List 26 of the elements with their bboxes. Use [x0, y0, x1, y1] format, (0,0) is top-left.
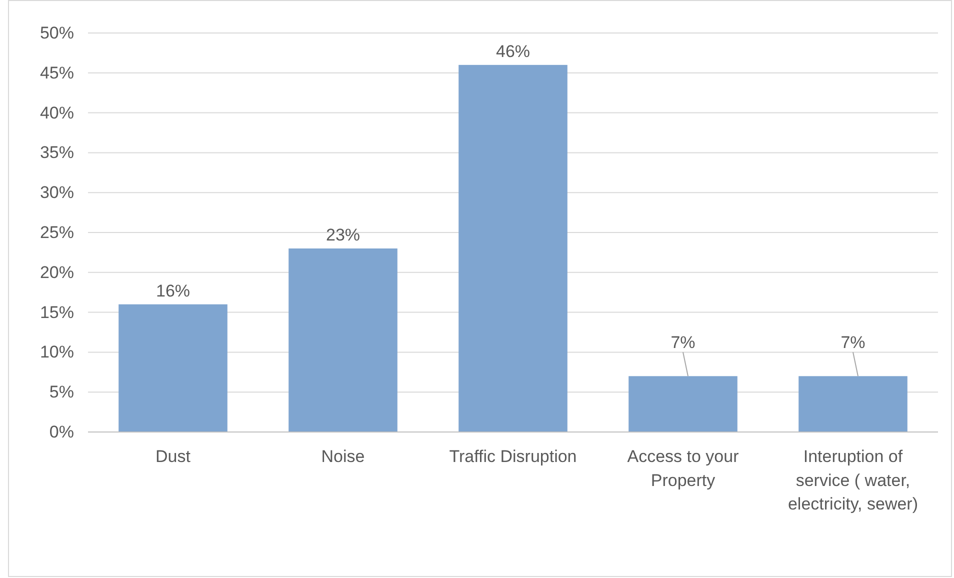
data-label: 16%	[156, 281, 190, 300]
bar	[798, 376, 908, 432]
bar	[118, 304, 228, 432]
x-tick-label: Access to your Property	[627, 447, 740, 490]
bar	[288, 248, 398, 432]
data-label: 7%	[840, 333, 866, 352]
y-tick-label: 25%	[40, 222, 74, 242]
bar	[628, 376, 738, 432]
y-tick-label: 35%	[40, 143, 74, 162]
data-label: 7%	[670, 333, 696, 352]
y-tick-label: 40%	[40, 103, 74, 122]
y-tick-label: 5%	[49, 382, 74, 402]
y-tick-label: 50%	[40, 23, 74, 42]
x-tick-label: Dust	[156, 447, 191, 466]
y-tick-label: 45%	[40, 63, 74, 82]
y-tick-label: 0%	[49, 422, 74, 442]
data-label: 46%	[496, 42, 530, 61]
x-tick-label: Noise	[321, 447, 365, 466]
data-label: 23%	[326, 225, 360, 244]
x-tick-label: Interuption of service ( water, electricity, sewer)	[788, 447, 918, 514]
y-tick-label: 20%	[40, 262, 74, 282]
bar	[458, 64, 568, 432]
y-tick-label: 10%	[40, 342, 74, 362]
y-tick-label: 15%	[40, 302, 74, 322]
y-tick-label: 30%	[40, 183, 74, 202]
x-tick-label: Traffic Disruption	[449, 447, 577, 466]
